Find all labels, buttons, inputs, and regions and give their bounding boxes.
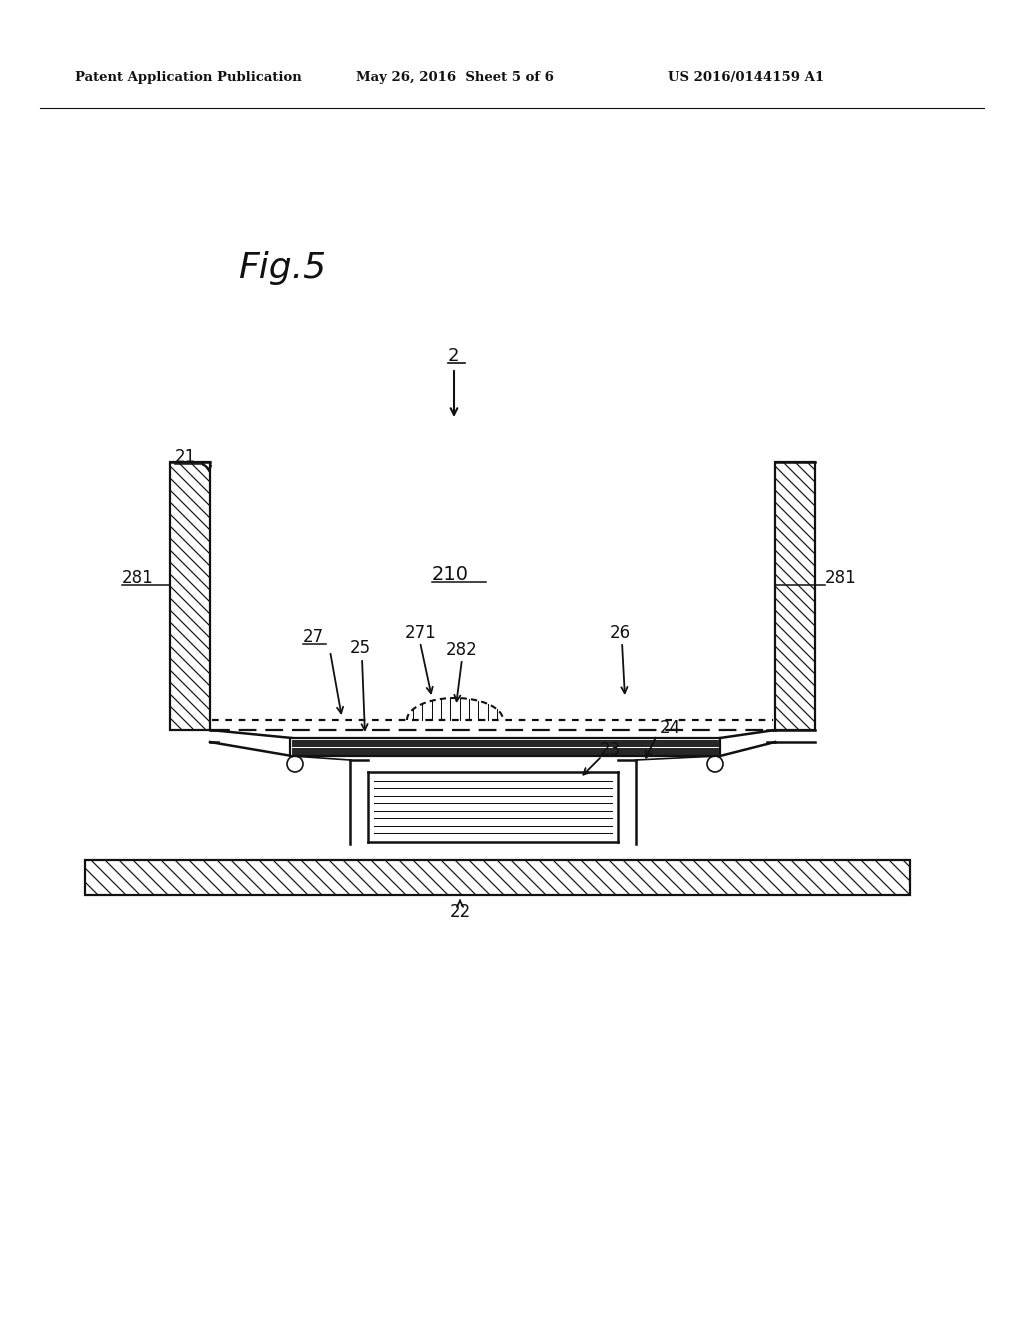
Text: 23: 23 bbox=[600, 741, 622, 759]
Text: 26: 26 bbox=[610, 624, 631, 642]
Polygon shape bbox=[290, 738, 720, 756]
Text: 22: 22 bbox=[450, 903, 471, 921]
Text: 24: 24 bbox=[660, 719, 681, 737]
Text: Fig.5: Fig.5 bbox=[238, 251, 326, 285]
Text: US 2016/0144159 A1: US 2016/0144159 A1 bbox=[668, 71, 824, 84]
Text: 282: 282 bbox=[446, 642, 478, 659]
Text: 25: 25 bbox=[350, 639, 371, 657]
Polygon shape bbox=[85, 861, 910, 895]
Polygon shape bbox=[170, 462, 210, 730]
Text: 281: 281 bbox=[825, 569, 857, 587]
Polygon shape bbox=[775, 462, 815, 730]
Text: 210: 210 bbox=[432, 565, 469, 585]
Text: May 26, 2016  Sheet 5 of 6: May 26, 2016 Sheet 5 of 6 bbox=[356, 71, 554, 84]
Text: 21: 21 bbox=[175, 447, 197, 466]
Text: Patent Application Publication: Patent Application Publication bbox=[75, 71, 302, 84]
Text: 281: 281 bbox=[122, 569, 154, 587]
Text: 27: 27 bbox=[303, 628, 325, 645]
Text: 271: 271 bbox=[406, 624, 437, 642]
Text: 2: 2 bbox=[449, 347, 460, 366]
